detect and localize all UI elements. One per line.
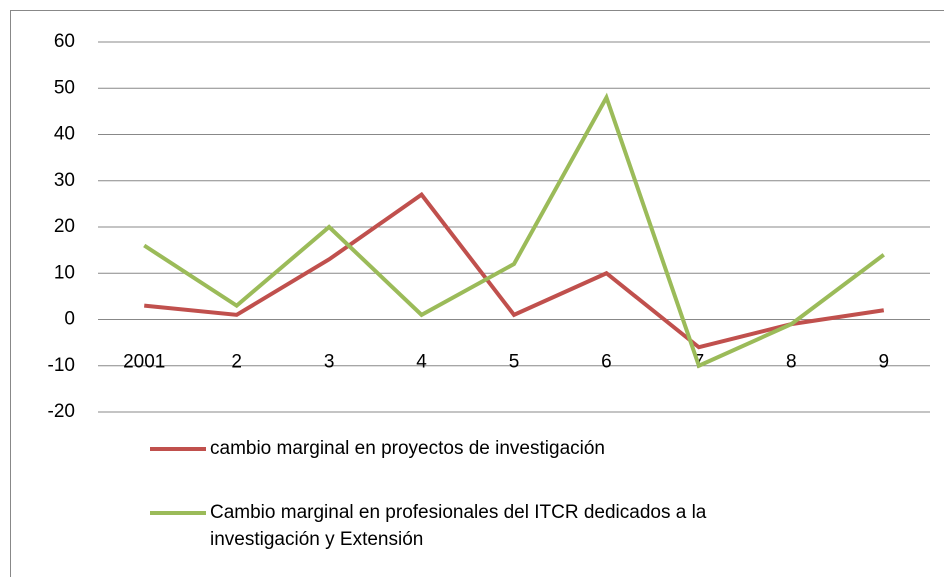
x-tick-label: 9 xyxy=(878,352,889,373)
legend-label: cambio marginal en proyectos de investig… xyxy=(210,438,605,459)
y-tick-label: 60 xyxy=(54,31,75,52)
legend-item: cambio marginal en proyectos de investig… xyxy=(150,435,800,462)
series-line xyxy=(144,191,885,350)
x-tick-label: 4 xyxy=(416,352,427,373)
y-tick-label: 30 xyxy=(54,170,75,191)
y-tick-label: 10 xyxy=(54,262,75,283)
series-line xyxy=(143,92,885,369)
y-tick-label: -10 xyxy=(48,355,75,376)
legend-label: Cambio marginal en profesionales del ITC… xyxy=(210,502,707,550)
y-tick-label: -20 xyxy=(48,401,75,422)
y-tick-label: 20 xyxy=(54,216,75,237)
chart-border xyxy=(10,10,944,577)
x-tick-label: 2001 xyxy=(123,352,165,373)
x-tick-label: 6 xyxy=(601,352,612,373)
legend-swatch xyxy=(150,447,206,451)
x-tick-label: 8 xyxy=(786,352,797,373)
x-tick-label: 2 xyxy=(231,352,242,373)
y-tick-label: 50 xyxy=(54,77,75,98)
y-tick-label: 0 xyxy=(64,309,75,330)
x-tick-label: 5 xyxy=(509,352,520,373)
x-tick-label: 3 xyxy=(324,352,335,373)
legend-swatch xyxy=(150,511,206,515)
y-tick-label: 40 xyxy=(54,124,75,145)
legend-item: Cambio marginal en profesionales del ITC… xyxy=(150,499,800,553)
